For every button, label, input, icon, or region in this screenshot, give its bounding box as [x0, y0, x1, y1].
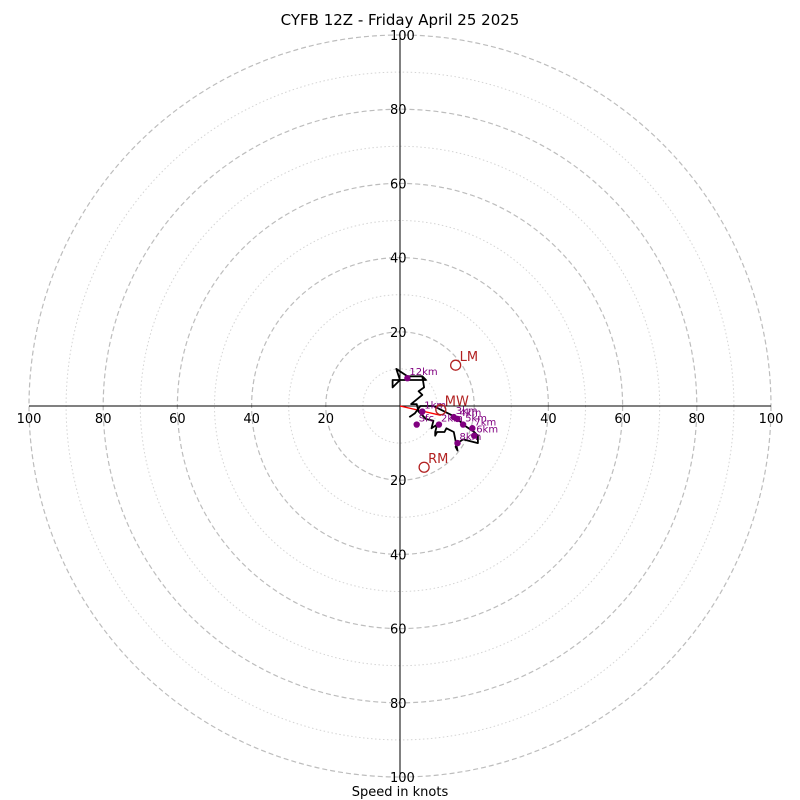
y-tick-label: 40 [390, 548, 407, 563]
height-marker [404, 374, 411, 382]
height-marker [413, 421, 420, 428]
height-marker-label: 6km [476, 425, 498, 436]
x-tick-label: 60 [169, 412, 186, 427]
height-marker [459, 421, 467, 428]
storm-motion-marker [449, 359, 462, 371]
height-marker-label: 1km [424, 401, 446, 412]
y-tick-label: 60 [390, 177, 407, 192]
x-tick-label: 100 [17, 412, 42, 427]
y-tick-label: 20 [390, 326, 407, 341]
y-tick-label: 20 [390, 474, 407, 489]
x-tick-label: 100 [759, 412, 784, 427]
height-marker [454, 415, 461, 423]
storm-motion-label: LM [460, 350, 478, 365]
height-marker-label: 4km [460, 408, 482, 419]
height-marker [454, 439, 461, 447]
storm-motion-label: RM [428, 452, 448, 467]
height-marker-label: 3km [456, 406, 478, 417]
x-tick-label: 80 [95, 412, 112, 427]
x-tick-label: 40 [243, 412, 260, 427]
y-tick-label: 100 [390, 29, 415, 44]
height-marker [419, 408, 426, 415]
height-marker-label: 5km [465, 414, 487, 425]
height-marker [471, 432, 478, 439]
height-marker-label: 12km [409, 367, 437, 378]
x-tick-label: 60 [614, 412, 631, 427]
y-tick-label: 100 [390, 771, 415, 786]
height-marker-label: 7km [474, 417, 496, 428]
x-tick-label: 40 [540, 412, 557, 427]
storm-motion-marker [435, 404, 447, 416]
x-axis-label: Speed in knots [352, 785, 449, 800]
x-tick-label: 20 [318, 412, 335, 427]
storm-motion-label: MW [445, 395, 469, 410]
height-marker-layer: Sfc1km2km3km4km5km6km7km8km12km [404, 367, 498, 447]
height-marker [469, 425, 476, 432]
y-tick-label: 80 [390, 103, 407, 118]
y-tick-label: 60 [390, 623, 407, 638]
height-marker-label: 8km [460, 432, 482, 443]
tick-label-layer: 100 80 60 40 20 40 60 80 100 100 80 60 40 20 20 40 60 80 1… [17, 29, 784, 786]
storm-motion-marker [418, 461, 430, 473]
y-tick-label: 80 [390, 697, 407, 712]
storm-motion-layer: LM RM MW [418, 350, 478, 473]
y-tick-label: 40 [390, 252, 407, 267]
height-marker [435, 421, 443, 428]
height-marker-label: Sfc [419, 414, 434, 425]
chart-title: CYFB 12Z - Friday April 25 2025 [280, 11, 520, 29]
x-tick-label: 80 [689, 412, 706, 427]
